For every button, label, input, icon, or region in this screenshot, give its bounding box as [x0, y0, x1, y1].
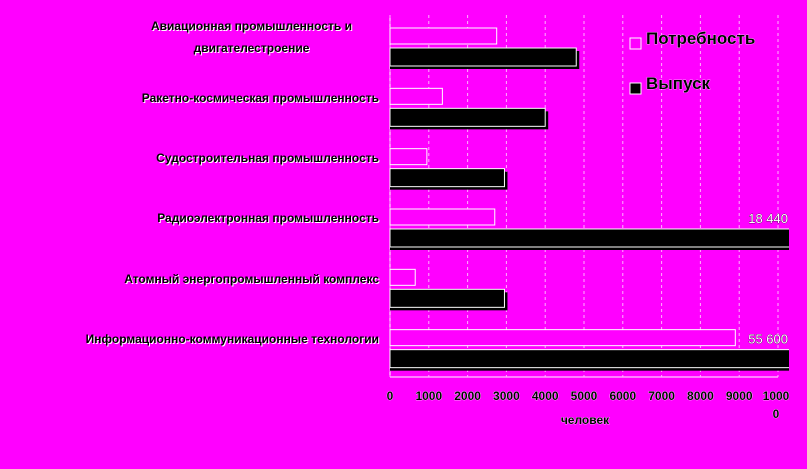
- x-tick-label: 8000: [687, 389, 714, 403]
- x-tick-label: 7000: [648, 389, 675, 403]
- x-tick-label: 0: [387, 389, 394, 403]
- bar: [389, 208, 496, 226]
- legend-label: Потребность: [646, 29, 755, 48]
- bar: [389, 107, 546, 127]
- legend-swatch: [629, 82, 642, 95]
- bar: [389, 349, 789, 369]
- bar: [389, 47, 577, 67]
- y-tick-label: Атомный энергопромышленный комплекс: [124, 271, 379, 286]
- value-label: 55 600: [748, 332, 788, 347]
- y-tick-label: Радиоэлектронная промышленность: [157, 211, 379, 226]
- x-tick-label: 6000: [609, 389, 636, 403]
- x-tick-label: 1000 0: [763, 389, 790, 421]
- legend-swatch: [629, 37, 642, 50]
- y-tick-label: Информационно-коммуникационные технологи…: [85, 331, 379, 346]
- x-tick-label: 9000: [726, 389, 753, 403]
- value-label: 18 440: [748, 211, 788, 226]
- bar: [389, 288, 505, 308]
- y-tick-label: Судостроительная промышленность: [156, 150, 379, 165]
- x-tick-label: 3000: [493, 389, 520, 403]
- y-tick-label: Ракетно-космическая промышленность: [141, 90, 379, 105]
- bar: [389, 87, 443, 105]
- x-axis-title: человек: [561, 413, 610, 427]
- bar: [389, 268, 416, 286]
- legend-label: Выпуск: [646, 74, 711, 93]
- bar: [389, 228, 789, 248]
- x-tick-label: 1000: [415, 389, 442, 403]
- x-tick-label: 2000: [454, 389, 481, 403]
- bar: [389, 168, 505, 188]
- bar: [389, 329, 736, 347]
- bar: [389, 27, 498, 45]
- bar: [389, 148, 428, 166]
- y-tick-label: Авиационная промышленность и двигателест…: [150, 19, 352, 56]
- x-tick-label: 5000: [571, 389, 598, 403]
- x-tick-label: 4000: [532, 389, 559, 403]
